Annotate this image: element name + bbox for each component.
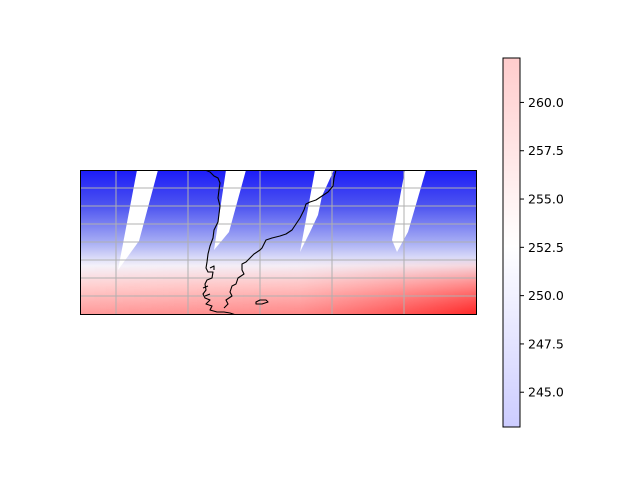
colorbar-gradient: [502, 57, 521, 428]
swath-gap-2: [214, 170, 246, 250]
map-frame: [80, 170, 477, 315]
chile-fjords: [202, 265, 215, 297]
colorbar-tick-label: 250.0: [528, 288, 564, 303]
swath-gap-3: [300, 170, 334, 252]
colorbar: 245.0 247.5 250.0 252.5 255.0 257.5 260.0: [502, 57, 564, 428]
map-panel: [80, 170, 477, 315]
coastlines: [202, 170, 337, 315]
colorbar-tick-label: 255.0: [528, 192, 564, 207]
colorbar-tick-label: 247.5: [528, 336, 564, 351]
swath-gaps: [118, 170, 426, 270]
colorbar-tick-label: 260.0: [528, 95, 564, 110]
colorbar-tick-label: 252.5: [528, 240, 564, 255]
south-america-coastline: [202, 170, 337, 315]
falkland-islands: [255, 299, 269, 305]
colorbar-tick-label: 245.0: [528, 385, 564, 400]
colorbar-tick-label: 257.5: [528, 143, 564, 158]
gridlines: [80, 170, 477, 315]
swath-gap-1: [118, 170, 158, 270]
swath-gap-4: [392, 170, 426, 252]
colorbar-ticks: 245.0 247.5 250.0 252.5 255.0 257.5 260.0: [520, 95, 564, 400]
